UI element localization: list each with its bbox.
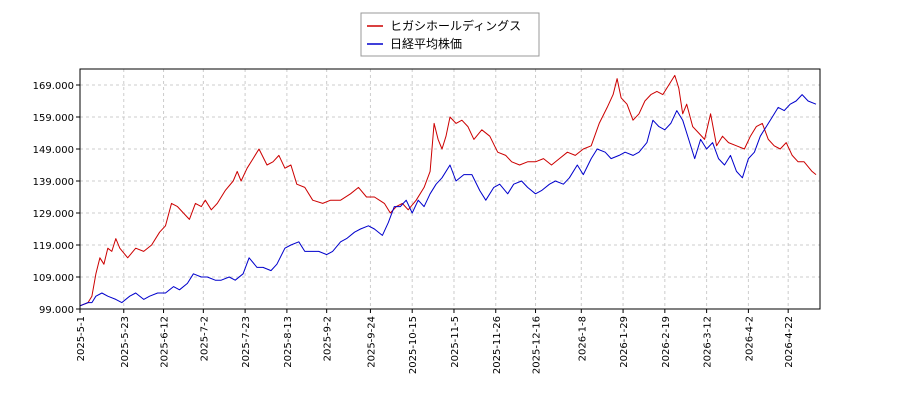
- y-tick-label: 99.000: [39, 305, 74, 316]
- x-tick-label: 2025-12-16: [532, 316, 543, 374]
- x-tick-label: 2025-9-2: [323, 316, 334, 361]
- x-tick-label: 2026-4-22: [784, 316, 795, 368]
- plot-frame: [79, 68, 821, 310]
- y-tick-label: 119.000: [33, 241, 74, 252]
- legend-label: 日経平均株価: [390, 36, 462, 51]
- x-tick-label: 2026-3-12: [703, 316, 714, 368]
- x-tick-label: 2025-5-1: [76, 316, 87, 361]
- x-tick-label: 2026-1-29: [619, 316, 630, 368]
- legend-label: ヒガシホールディングス: [390, 18, 521, 33]
- x-tick-label: 2026-2-19: [661, 316, 672, 368]
- y-tick-label: 109.000: [33, 273, 74, 284]
- series-line-0: [79, 74, 817, 307]
- y-tick-label: 129.000: [33, 209, 74, 220]
- y-tick-label: 139.000: [33, 177, 74, 188]
- legend-box: [360, 12, 540, 57]
- x-tick-label: 2025-11-5: [450, 316, 461, 368]
- y-axis: 99.000 109.000 119.000 129.000 139.000 149.00…: [33, 81, 80, 316]
- x-tick-label: 2025-8-13: [283, 316, 294, 368]
- x-tick-label: 2025-7-2: [199, 316, 210, 361]
- x-tick-label: 2026-1-8: [577, 316, 588, 361]
- x-tick-label: 2025-11-26: [492, 316, 503, 374]
- x-tick-label: 2025-9-24: [366, 316, 377, 368]
- x-tick-label: 2026-4-2: [744, 316, 755, 361]
- y-tick-label: 159.000: [33, 113, 74, 124]
- x-tick-label: 2025-7-23: [241, 316, 252, 368]
- series-line-1: [79, 94, 817, 307]
- y-tick-label: 169.000: [33, 81, 74, 92]
- x-axis: 2025-5-1 2025-5-23 2025-6-12 2025-7-2 2025-7…: [76, 309, 795, 374]
- grid: [79, 69, 820, 310]
- x-tick-label: 2025-6-12: [160, 316, 171, 368]
- x-tick-label: 2025-5-23: [120, 316, 131, 368]
- series-layer: [79, 74, 817, 307]
- x-tick-label: 2025-10-15: [408, 316, 419, 374]
- y-tick-label: 149.000: [33, 145, 74, 156]
